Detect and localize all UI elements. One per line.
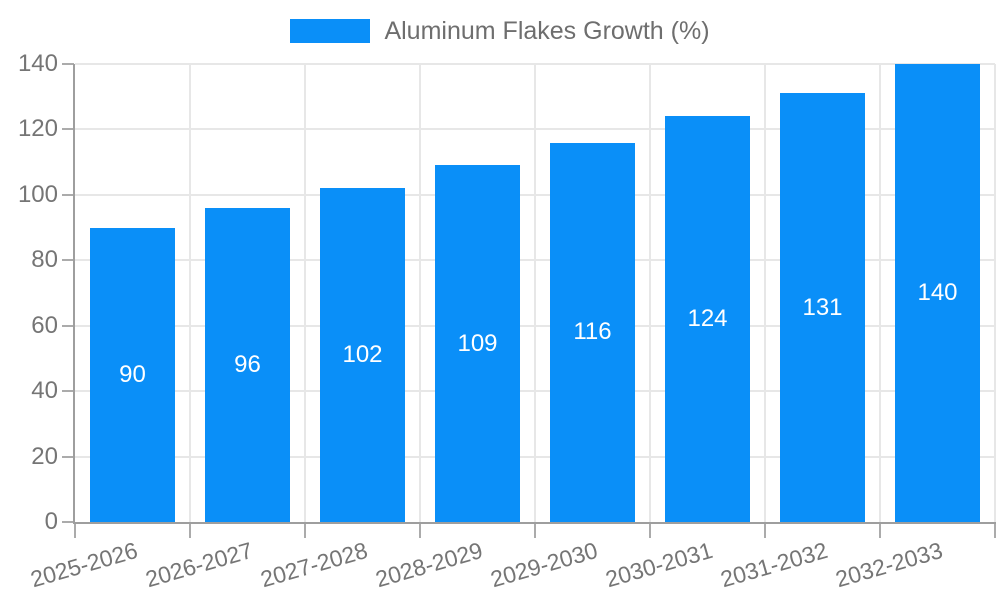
bar (435, 165, 520, 522)
x-gridline (534, 64, 536, 522)
x-tick-label: 2032-2033 (832, 536, 945, 593)
y-tick-label: 80 (31, 246, 58, 274)
x-tick-mark (649, 523, 651, 538)
bar (320, 188, 405, 522)
y-tick-mark (62, 63, 74, 65)
x-gridline (879, 64, 881, 522)
bar (895, 64, 980, 522)
bar (665, 116, 750, 522)
x-tick-mark (419, 523, 421, 538)
bar-value-label: 109 (457, 329, 498, 357)
bar-value-label: 131 (802, 293, 843, 321)
y-tick-label: 120 (17, 115, 58, 143)
x-tick-label: 2026-2027 (142, 536, 255, 593)
x-gridline (994, 64, 996, 522)
x-tick-mark (994, 523, 996, 538)
x-tick-mark (189, 523, 191, 538)
x-tick-label: 2025-2026 (27, 536, 140, 593)
x-tick-mark (764, 523, 766, 538)
x-gridline (649, 64, 651, 522)
y-tick-mark (62, 128, 74, 131)
y-tick-mark (62, 193, 74, 196)
x-gridline (419, 64, 421, 522)
bar-value-label: 124 (687, 305, 728, 333)
bar-value-label: 102 (342, 341, 383, 369)
x-tick-mark (304, 523, 306, 538)
y-tick-mark (62, 521, 74, 523)
y-tick-label: 0 (44, 508, 58, 535)
bar (550, 142, 635, 522)
bar (205, 207, 290, 522)
bar-value-label: 116 (573, 318, 612, 346)
y-tick-mark (62, 259, 74, 262)
y-tick-mark (62, 390, 74, 393)
x-axis-line (73, 522, 996, 524)
x-tick-label: 2031-2032 (717, 536, 830, 593)
legend: Aluminum Flakes Growth (%) (0, 16, 1000, 45)
x-gridline (189, 64, 191, 522)
y-axis-line (73, 64, 75, 524)
y-tick-label: 40 (31, 377, 58, 405)
legend-swatch (290, 19, 371, 43)
x-gridline (764, 64, 766, 522)
x-tick-mark (534, 523, 536, 538)
bar (90, 227, 175, 522)
legend-label: Aluminum Flakes Growth (%) (384, 16, 710, 45)
y-tick-mark (62, 455, 74, 458)
y-tick-label: 100 (17, 180, 58, 208)
x-tick-mark (74, 523, 76, 538)
x-tick-mark (879, 523, 881, 538)
y-tick-label: 20 (31, 442, 58, 470)
y-tick-label: 60 (31, 311, 58, 339)
x-tick-label: 2030-2031 (602, 536, 715, 593)
y-tick-label: 140 (17, 50, 58, 77)
bar-value-label: 140 (917, 279, 958, 306)
x-gridline (304, 64, 306, 522)
bar-value-label: 90 (119, 360, 146, 388)
bar-value-label: 96 (234, 350, 261, 378)
x-tick-label: 2028-2029 (372, 536, 485, 593)
y-tick-mark (62, 324, 74, 327)
bar (780, 93, 865, 522)
x-tick-label: 2027-2028 (257, 536, 370, 593)
x-tick-label: 2029-2030 (487, 536, 600, 593)
